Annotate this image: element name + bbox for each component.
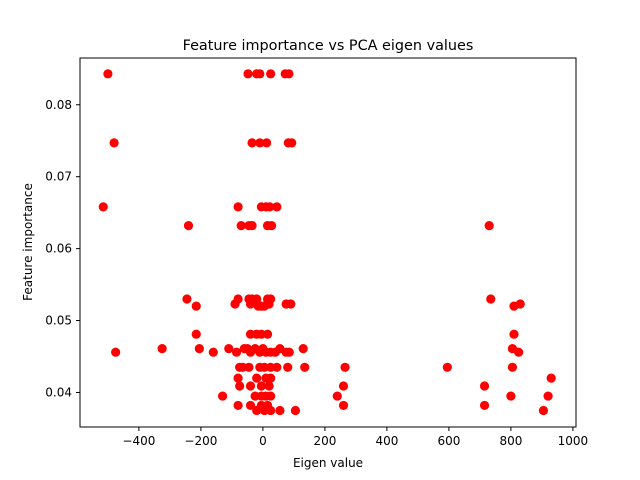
data-point-86 [245,381,256,391]
data-point-33 [486,294,496,304]
data-point-7 [109,138,119,148]
data-point-50 [509,329,519,339]
data-point-12 [287,138,297,148]
data-point-100 [332,391,342,401]
x-tick-label: 600 [437,434,460,448]
data-point-79 [283,362,293,372]
data-point-87 [252,373,262,383]
data-point-53 [111,347,121,357]
y-axis-ticks: 0.04 0.05 0.06 0.07 0.08 [45,98,80,399]
data-point-19 [484,220,494,231]
data-point-34 [191,301,201,311]
data-point-14 [233,202,243,212]
data-point-83 [507,362,518,372]
data-points [98,69,556,416]
data-point-54 [208,347,218,357]
data-point-71 [514,347,524,357]
data-point-111 [290,405,301,416]
data-point-99 [266,391,276,401]
y-tick-label: 0.05 [45,314,72,328]
x-tick-label: 1000 [558,434,589,448]
data-point-8 [247,138,257,148]
data-point-109 [266,405,276,416]
y-tick-label: 0.07 [45,170,72,184]
data-point-44 [515,299,525,309]
data-point-35 [230,299,240,309]
data-point-10 [262,138,272,148]
data-point-91 [264,381,274,391]
data-point-84 [233,373,243,383]
chart-title: Feature importance vs PCA eigen values [183,38,474,54]
data-point-94 [546,373,556,383]
y-tick-label: 0.06 [45,242,72,256]
data-point-56 [231,347,242,357]
data-point-4 [266,69,276,79]
data-point-9 [255,138,265,148]
data-point-23 [247,220,257,231]
data-point-78 [272,362,282,372]
data-point-36 [245,299,256,309]
x-axis-ticks: −400 −200 0 200 400 600 800 1000 [122,427,588,448]
x-tick-label: 0 [259,434,267,448]
data-point-26 [182,294,192,304]
data-point-49 [262,329,273,339]
data-point-52 [157,343,167,354]
x-tick-label: 800 [499,434,522,448]
data-point-103 [233,400,243,411]
data-point-114 [538,405,549,416]
data-point-6 [284,69,294,79]
data-point-81 [340,362,350,372]
data-point-74 [244,362,254,372]
data-point-112 [338,400,349,411]
data-point-55 [224,343,234,354]
data-point-1 [243,69,253,79]
data-point-68 [284,347,294,357]
data-point-69 [298,343,308,354]
data-point-102 [543,391,553,401]
data-point-85 [235,381,245,391]
data-point-113 [479,400,490,411]
data-point-95 [218,391,228,401]
data-point-88 [256,381,266,391]
x-tick-label: −400 [122,434,155,448]
x-axis-label: Eigen value [293,456,363,470]
data-point-42 [286,299,296,309]
data-point-40 [264,299,274,309]
data-point-0 [103,69,113,79]
data-point-101 [506,391,516,401]
x-tick-label: 200 [313,434,336,448]
data-point-80 [300,362,310,372]
data-point-25 [266,220,277,231]
data-point-30 [252,294,262,304]
data-point-3 [255,69,265,79]
data-point-45 [191,329,201,339]
data-point-17 [265,202,275,212]
axes-frame [79,57,577,428]
data-point-104 [245,400,256,411]
data-point-21 [236,220,246,231]
data-point-82 [442,362,452,372]
data-point-110 [275,405,285,416]
data-point-93 [479,381,490,391]
x-tick-label: 400 [375,434,398,448]
y-tick-label: 0.04 [45,385,72,399]
data-point-51 [194,343,204,354]
data-point-90 [266,373,276,383]
data-point-13 [98,202,108,212]
data-point-18 [272,202,282,212]
data-point-20 [183,220,194,231]
x-tick-label: −200 [184,434,217,448]
y-tick-label: 0.08 [45,98,72,112]
data-point-92 [338,381,349,391]
y-axis-label: Feature importance [21,183,35,301]
